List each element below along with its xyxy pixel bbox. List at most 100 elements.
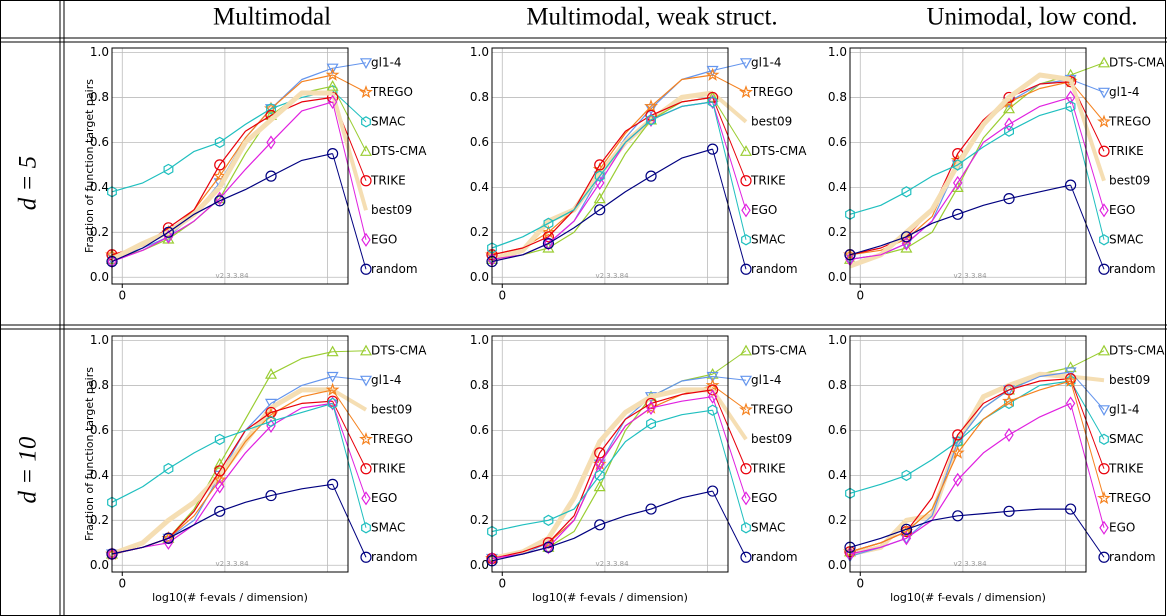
version-label: v2.3.3.84 xyxy=(953,272,987,280)
marker xyxy=(327,397,338,410)
legend-connector xyxy=(332,375,367,381)
marker xyxy=(1098,551,1110,563)
series-line xyxy=(849,380,1071,553)
marker xyxy=(214,159,226,171)
legend-label: TRIKE xyxy=(750,461,786,475)
marker xyxy=(1097,344,1111,356)
marker xyxy=(594,175,605,190)
marker xyxy=(1099,433,1109,445)
marker xyxy=(1065,179,1077,191)
marker xyxy=(361,522,371,534)
legend-connector xyxy=(1070,350,1105,368)
marker xyxy=(359,145,373,156)
legend-label: TREGO xyxy=(370,432,413,446)
y-tick-label: 0.6 xyxy=(828,423,847,437)
marker xyxy=(1098,463,1110,475)
legend-connector xyxy=(712,97,747,181)
marker xyxy=(265,406,277,419)
legend-label: TREGO xyxy=(370,85,413,99)
legend-label: random xyxy=(1109,550,1156,564)
marker xyxy=(543,540,554,555)
legend-connector xyxy=(1070,97,1105,211)
marker xyxy=(739,402,753,416)
plot-border xyxy=(491,335,729,573)
legend-connector xyxy=(712,396,747,499)
marker xyxy=(541,225,556,239)
marker xyxy=(593,192,606,204)
legend-connector xyxy=(332,90,367,123)
version-label: v2.3.3.84 xyxy=(953,560,987,568)
legend-connector xyxy=(1070,62,1105,76)
x-tick-label: 0 xyxy=(856,289,864,303)
marker xyxy=(163,229,174,244)
marker xyxy=(162,226,175,238)
y-tick-label: 1.0 xyxy=(828,45,847,59)
y-tick-label: 0.0 xyxy=(828,558,847,572)
legend-connector xyxy=(712,97,747,152)
marker xyxy=(741,203,751,218)
marker xyxy=(1003,505,1015,517)
y-tick-label: 1.0 xyxy=(828,333,847,347)
series-line xyxy=(111,402,333,503)
marker xyxy=(1063,373,1078,387)
legend-label: gl1-4 xyxy=(1109,402,1140,416)
legend-label: best09 xyxy=(751,432,792,446)
subplot: 0.0 0.2 0.4 0.6 0.8 1.0 0 v2.3.3.84 gl1-4 TREGO be… xyxy=(470,45,807,303)
marker xyxy=(1065,503,1077,515)
marker xyxy=(265,489,277,502)
marker xyxy=(1003,91,1015,104)
y-tick-label: 0.2 xyxy=(470,513,489,527)
y-tick-label: 0.8 xyxy=(470,378,489,392)
column-header: Unimodal, low cond. xyxy=(926,4,1137,31)
marker xyxy=(214,195,226,207)
legend-label: random xyxy=(751,262,798,276)
marker xyxy=(739,145,753,156)
marker xyxy=(361,116,371,128)
marker xyxy=(594,170,605,182)
marker xyxy=(741,522,751,534)
marker xyxy=(646,418,657,430)
marker xyxy=(213,192,226,204)
legend-connector xyxy=(1070,81,1105,123)
marker xyxy=(360,463,372,475)
legend-label: random xyxy=(751,550,798,564)
marker xyxy=(1097,491,1111,505)
series-line xyxy=(491,490,713,562)
legend-connector xyxy=(332,484,367,558)
legend-connector xyxy=(332,153,367,270)
series-line xyxy=(491,96,713,260)
marker xyxy=(325,382,340,396)
legend-connector xyxy=(332,400,367,469)
version-label: v2.3.3.84 xyxy=(215,560,249,568)
series-line xyxy=(849,508,1071,548)
marker xyxy=(707,384,719,396)
legend-connector xyxy=(712,375,747,381)
x-tick-label: 0 xyxy=(498,577,506,591)
marker xyxy=(1002,393,1016,408)
marker xyxy=(212,168,227,183)
y-tick-label: 0.4 xyxy=(90,180,109,194)
marker xyxy=(1097,56,1111,68)
marker xyxy=(707,143,719,155)
y-tick-label: 0.0 xyxy=(90,558,109,572)
marker xyxy=(739,58,753,70)
y-tick-label: 0.2 xyxy=(90,513,109,527)
marker xyxy=(644,99,658,113)
y-tick-label: 0.0 xyxy=(828,270,847,284)
marker xyxy=(1004,427,1014,442)
legend-label: gl1-4 xyxy=(751,373,782,387)
series-line xyxy=(849,402,1071,555)
marker xyxy=(359,344,373,356)
marker xyxy=(741,491,751,506)
y-tick-label: 0.8 xyxy=(828,90,847,104)
marker xyxy=(163,163,174,176)
legend-connector xyxy=(712,389,747,469)
marker xyxy=(542,237,555,250)
marker xyxy=(1065,396,1076,411)
marker xyxy=(900,231,913,243)
plot-frame xyxy=(492,336,728,572)
legend-label: SMAC xyxy=(371,114,405,128)
marker xyxy=(739,344,753,356)
x-tick-label: 0 xyxy=(118,289,126,303)
y-tick-label: 0.8 xyxy=(470,90,489,104)
